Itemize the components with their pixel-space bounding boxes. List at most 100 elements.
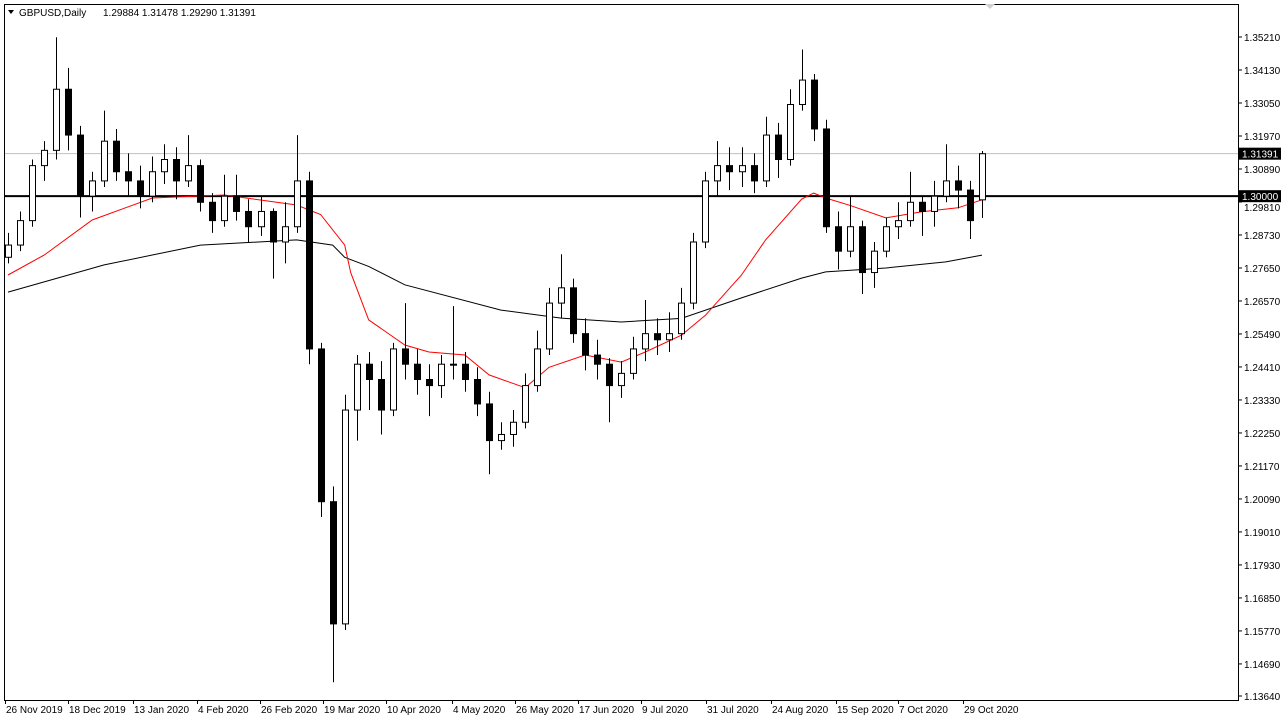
- x-tick-label: 26 May 2020: [516, 705, 574, 716]
- candle-body: [714, 165, 721, 182]
- candle-body: [474, 378, 481, 405]
- candle-body: [318, 348, 325, 503]
- candle: [342, 394, 349, 631]
- candle: [474, 367, 481, 417]
- candle: [979, 150, 986, 218]
- candle: [582, 318, 589, 371]
- candle: [390, 342, 397, 417]
- candle: [799, 49, 806, 111]
- candle-body: [486, 403, 493, 442]
- candle: [438, 355, 445, 398]
- candle-body: [871, 250, 878, 274]
- chart-shift-marker-icon[interactable]: [985, 4, 995, 9]
- candle-body: [209, 201, 216, 222]
- candle: [197, 159, 204, 212]
- candle-body: [883, 226, 890, 252]
- y-tick-label: 1.33050: [1244, 99, 1281, 110]
- candle: [871, 242, 878, 288]
- candle: [618, 361, 625, 398]
- candle-body: [245, 210, 252, 228]
- candle: [931, 180, 938, 227]
- y-tick-label: 1.26570: [1244, 297, 1281, 308]
- candle-body: [221, 195, 228, 222]
- candle-body: [137, 180, 144, 197]
- candle: [137, 165, 144, 209]
- candle-body: [955, 180, 962, 191]
- candle-body: [763, 134, 770, 182]
- y-tick-label: 1.22250: [1244, 429, 1281, 440]
- y-tick-label: 1.27650: [1244, 264, 1281, 275]
- candle: [270, 208, 277, 279]
- candle: [498, 422, 505, 450]
- x-tick-label: 4 May 2020: [453, 705, 506, 716]
- candle-body: [919, 201, 926, 212]
- candle-body: [979, 153, 986, 201]
- candle-body: [354, 363, 361, 411]
- chart-header: GBPUSD,Daily 1.29884 1.31478 1.29290 1.3…: [8, 8, 256, 19]
- candle-body: [907, 201, 914, 222]
- candle-body: [65, 88, 72, 136]
- x-tick-label: 13 Jan 2020: [134, 705, 189, 716]
- candle-body: [967, 189, 974, 222]
- candle: [510, 410, 517, 447]
- candle-body: [799, 79, 806, 106]
- candle: [534, 330, 541, 392]
- candle-body: [751, 165, 758, 182]
- candle: [318, 342, 325, 517]
- x-tick-label: 10 Apr 2020: [387, 705, 441, 716]
- dropdown-triangle-icon[interactable]: [8, 10, 14, 14]
- candle-body: [233, 195, 240, 212]
- candle: [101, 110, 108, 188]
- x-tick-label: 17 Jun 2020: [579, 705, 634, 716]
- candle: [594, 339, 601, 380]
- candle: [714, 141, 721, 197]
- candle: [41, 141, 48, 181]
- candle: [306, 171, 313, 365]
- candle: [354, 355, 361, 441]
- candle: [366, 351, 373, 411]
- y-tick-label: 1.28730: [1244, 231, 1281, 242]
- candle-body: [654, 333, 661, 341]
- candle: [702, 171, 709, 249]
- candle-body: [739, 165, 746, 173]
- candle: [943, 144, 950, 203]
- x-tick-label: 15 Sep 2020: [837, 705, 894, 716]
- y-tick-label: 1.30890: [1244, 165, 1281, 176]
- candle: [654, 318, 661, 356]
- candle-body: [847, 226, 854, 252]
- candle-body: [690, 241, 697, 304]
- plot-frame: [4, 4, 1239, 701]
- candle: [859, 220, 866, 294]
- candle: [125, 153, 132, 197]
- candle-body: [306, 180, 313, 350]
- candle: [221, 174, 228, 227]
- candle-body: [546, 302, 553, 350]
- x-tick-label: 26 Nov 2019: [6, 705, 63, 716]
- candle: [330, 486, 337, 683]
- candle-body: [5, 244, 12, 258]
- y-tick-label: 1.13640: [1244, 692, 1281, 703]
- candle-body: [101, 140, 108, 182]
- candle-body: [606, 363, 613, 387]
- candle: [823, 119, 830, 233]
- candle: [739, 147, 746, 188]
- candle-body: [666, 333, 673, 341]
- candle-body: [366, 363, 373, 380]
- y-tick-label: 1.23330: [1244, 396, 1281, 407]
- candle: [414, 348, 421, 395]
- candle-body: [642, 333, 649, 350]
- symbol-label: GBPUSD,Daily: [19, 8, 86, 19]
- candle: [209, 193, 216, 233]
- candle-body: [702, 180, 709, 243]
- horizontal-line-badge: 1.30000: [1242, 192, 1279, 203]
- candle-body: [378, 378, 385, 411]
- candle: [546, 287, 553, 356]
- candle: [919, 196, 926, 236]
- candle-body: [161, 159, 168, 173]
- current-price-badge-box: [1239, 147, 1281, 160]
- candle-body: [811, 79, 818, 130]
- candle-body: [534, 348, 541, 387]
- candle-body: [835, 226, 842, 252]
- candle: [77, 125, 84, 218]
